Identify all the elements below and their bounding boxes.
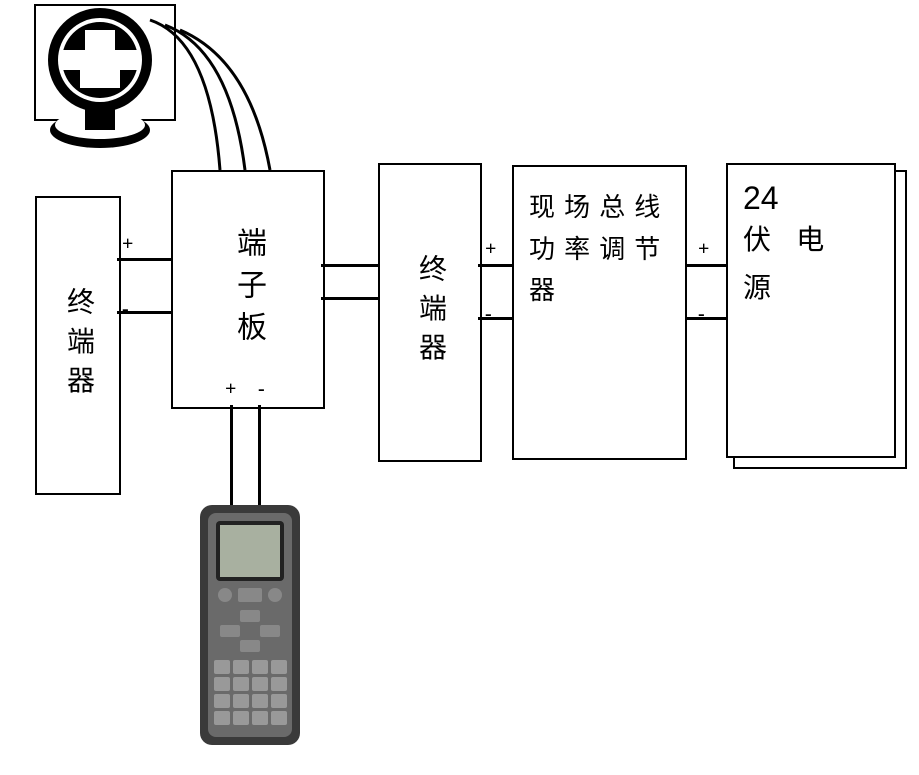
power-box: 24 伏电源 (726, 163, 896, 458)
communicator-device (190, 495, 310, 755)
power-label: 伏电源 (743, 217, 879, 312)
wire-board-comm-r (258, 405, 261, 505)
terminator-left-box: 终端器 (35, 196, 121, 495)
terminal-board-box: 端子板 (171, 170, 325, 409)
wire-de-bot (687, 317, 726, 320)
terminal-board-label: 端子板 (226, 227, 270, 353)
wire-de-top (687, 264, 726, 267)
wire-cd-top (478, 264, 512, 267)
sign-de-minus: - (698, 303, 705, 326)
wire-bc-top (321, 264, 378, 267)
wire-cd-bot (478, 317, 512, 320)
terminator-right-box: 终端器 (378, 163, 482, 462)
regulator-label: 现场总线功率调节器 (529, 187, 670, 312)
wire-ab-top (117, 258, 171, 261)
terminator-left-label: 终端器 (58, 287, 98, 405)
wire-bc-bot (321, 297, 378, 300)
sign-cd-minus: - (485, 303, 492, 326)
sign-ab-plus: + (122, 233, 133, 256)
sign-de-plus: + (698, 238, 709, 261)
sign-board-plus: + (225, 378, 236, 401)
sign-ab-minus: - (122, 298, 129, 321)
regulator-box: 现场总线功率调节器 (512, 165, 687, 460)
wire-board-comm-l (230, 405, 233, 505)
power-num: 24 (743, 180, 879, 217)
terminator-right-label: 终端器 (410, 254, 450, 372)
sign-cd-plus: + (485, 238, 496, 261)
sign-board-minus: - (258, 378, 265, 401)
